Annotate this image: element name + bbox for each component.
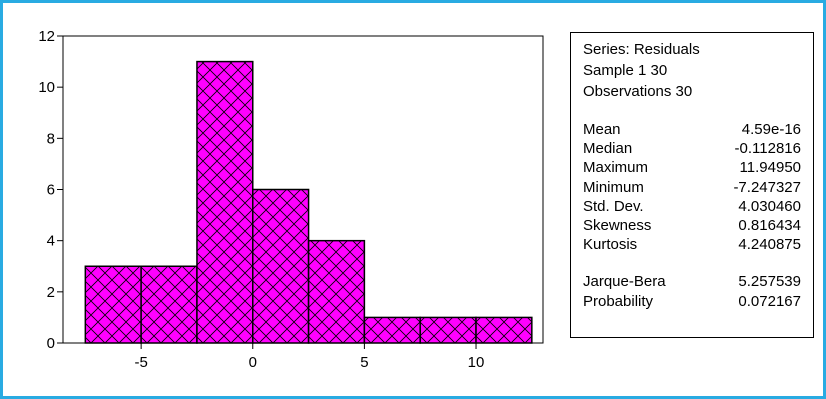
y-tick-label: 2: [47, 284, 55, 301]
stat-value: 4.59e-16: [741, 121, 801, 138]
x-tick-label: -5: [134, 354, 147, 371]
stat-value: 4.240875: [738, 236, 801, 254]
stat-row: Mean 4.59e-16: [583, 120, 813, 139]
statistics-panel: Series: Residuals Sample 1 30 Observations…: [570, 32, 814, 338]
stat-label: Probability: [583, 292, 654, 310]
stat-row: Jarque-Bera 5.257539: [583, 272, 813, 291]
stat-row: Kurtosis 4.240875: [583, 235, 813, 254]
y-tick-label: 8: [47, 130, 55, 147]
stat-label: Skewness: [583, 216, 652, 234]
histogram-bar-5: [307, 239, 366, 344]
stat-label: Median: [583, 140, 633, 158]
stat-value: 0.816434: [738, 216, 801, 234]
histogram-bar-3: [196, 60, 254, 344]
stat-row: Minimum -7.247327: [583, 178, 813, 197]
stat-value: 5.257539: [738, 273, 801, 291]
stat-value: 4.030460: [738, 197, 801, 215]
stat-value: 0.072167: [738, 292, 801, 310]
stat-label: Kurtosis: [583, 236, 638, 254]
histogram-bar-6: [363, 316, 421, 344]
y-tick-label: 4: [47, 233, 55, 250]
stat-value: -0.112816: [734, 140, 801, 158]
histogram-bar-4: [252, 188, 310, 344]
stats-header-line: Observations 30: [583, 83, 693, 100]
stat-row: Std. Dev. 4.030460: [583, 197, 813, 216]
x-tick-label: 5: [360, 354, 368, 371]
y-tick-label: 10: [38, 79, 55, 96]
stats-header-line: Sample 1 30: [583, 62, 668, 79]
stat-label: Maximum: [583, 159, 649, 177]
x-tick-label: 10: [468, 354, 485, 371]
x-tick-label: 0: [249, 354, 257, 371]
y-tick-label: 12: [38, 28, 55, 45]
stat-label: Jarque-Bera: [583, 273, 666, 291]
stat-label: Minimum: [583, 178, 644, 196]
stat-label: Mean: [583, 121, 621, 138]
y-tick-label: 6: [47, 182, 55, 199]
histogram-bar-1: [84, 265, 142, 344]
stat-row: Median -0.112816: [583, 139, 813, 158]
histogram-bar-7: [419, 316, 477, 344]
histogram-bar-2: [140, 265, 198, 344]
stat-value: 11.94950: [739, 159, 801, 177]
stat-label: Std. Dev.: [583, 197, 644, 215]
y-tick-label: 0: [47, 335, 55, 352]
stat-row: Skewness 0.816434: [583, 216, 813, 235]
stats-header-line: Series: Residuals: [583, 41, 700, 58]
stat-value: -7.247327: [733, 178, 801, 196]
stat-row: Probability 0.072167: [583, 292, 813, 311]
histogram-bar-8: [475, 316, 533, 344]
stat-row: Maximum 11.94950: [583, 158, 813, 177]
